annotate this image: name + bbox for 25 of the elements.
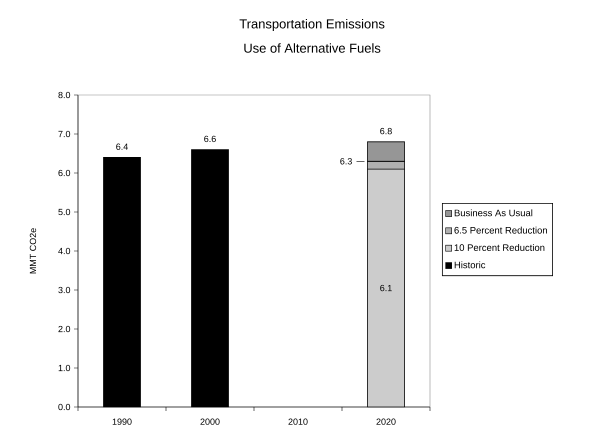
y-tick-label: 0.0: [58, 404, 70, 410]
y-tick-label: 5.0: [58, 208, 70, 216]
chart-subtitle: Use of Alternative Fuels: [244, 43, 380, 53]
x-tick-label: 2000: [200, 418, 220, 425]
y-tick-label: 6.0: [58, 170, 70, 176]
y-axis-title: MMT CO2e: [30, 228, 36, 274]
y-tick-label: 2.0: [58, 326, 70, 332]
legend-label: Historic: [454, 261, 486, 268]
legend-label: Business As Usual: [454, 209, 532, 216]
y-tick-label: 3.0: [58, 286, 70, 294]
data-label: 6.6: [204, 136, 216, 142]
y-tick-label: 4.0: [58, 248, 70, 254]
x-tick-label: 2010: [288, 418, 308, 425]
chart-title: Transportation Emissions: [240, 18, 384, 32]
data-label: 6.1: [380, 284, 392, 292]
total-label: 6.8: [380, 128, 392, 134]
y-tick-label: 1.0: [58, 364, 70, 372]
x-tick-label: 1990: [112, 418, 132, 425]
data-label: 6.4: [116, 144, 128, 150]
y-tick-label: 8.0: [58, 92, 70, 98]
legend-label: 6.5 Percent Reduction: [454, 226, 547, 234]
annotation: 6.3: [340, 158, 352, 164]
y-tick-label: 7.0: [58, 130, 70, 138]
legend-label: 10 Percent Reduction: [454, 244, 544, 251]
x-tick-label: 2020: [376, 418, 396, 425]
